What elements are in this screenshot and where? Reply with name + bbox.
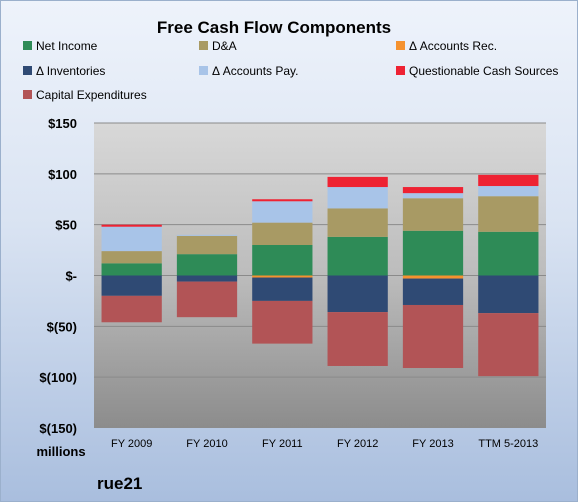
legend-label-capital-expenditures: Capital Expenditures <box>36 88 147 102</box>
legend-label-questionable-cash-sources: Questionable Cash Sources <box>409 64 558 78</box>
bar-segment-delta-inventories <box>402 278 464 305</box>
y-tick-label: $- <box>65 269 77 284</box>
bar-segment-questionable-cash-sources <box>327 176 388 188</box>
bar-segment-danda <box>101 251 162 264</box>
x-tick-label: TTM 5-2013 <box>478 438 538 450</box>
bar-segment-delta-accounts-pay <box>101 226 162 252</box>
bar-segment-questionable-cash-sources <box>402 187 464 194</box>
legend: Net Income D&A Δ Accounts Rec. Δ Inventorie… <box>23 39 558 102</box>
bar-segment-delta-accounts-pay <box>327 187 388 209</box>
bar-segment-delta-accounts-rec <box>252 275 313 278</box>
bar-segment-capital-expenditures <box>176 281 238 318</box>
x-axis: FY 2009 FY 2010 FY 2011 FY 2012 FY 2013 TTM 5… <box>111 438 538 450</box>
bar-segment-delta-accounts-pay <box>478 186 539 197</box>
bar-segment-delta-accounts-rec <box>402 275 464 279</box>
y-tick-label: $(50) <box>47 319 77 334</box>
y-axis: $150 $100 $50 $- $(50) $(100) $(150) <box>39 116 77 436</box>
y-tick-label: $150 <box>48 116 77 131</box>
bars <box>101 174 539 377</box>
legend-swatch-delta-accounts-rec <box>396 41 405 50</box>
y-tick-label: $(150) <box>39 421 77 436</box>
chart-title: Free Cash Flow Components <box>157 18 391 37</box>
x-tick-label: FY 2009 <box>111 438 152 450</box>
bar-segment-danda <box>252 222 313 245</box>
y-tick-label: $50 <box>55 218 77 233</box>
bar-segment-capital-expenditures <box>252 300 313 344</box>
bar-segment-delta-accounts-pay <box>176 234 238 236</box>
legend-label-delta-inventories: Δ Inventories <box>36 64 105 78</box>
bar-segment-danda <box>176 235 238 255</box>
legend-label-net-income: Net Income <box>36 39 98 53</box>
bar-segment-delta-inventories <box>478 275 539 314</box>
brand-label: rue21 <box>97 474 142 493</box>
x-tick-label: FY 2013 <box>412 438 453 450</box>
bar-segment-net-income <box>402 230 464 276</box>
x-tick-label: FY 2011 <box>262 438 303 450</box>
legend-swatch-net-income <box>23 41 32 50</box>
bar-segment-net-income <box>252 245 313 276</box>
bar-segment-questionable-cash-sources <box>478 174 539 187</box>
legend-swatch-capital-expenditures <box>23 90 32 99</box>
bar-segment-capital-expenditures <box>402 304 464 369</box>
legend-swatch-danda <box>199 41 208 50</box>
y-tick-label: $100 <box>48 167 77 182</box>
legend-swatch-delta-inventories <box>23 66 32 75</box>
gridlines <box>94 122 546 378</box>
y-tick-label: $(100) <box>39 370 77 385</box>
bar-segment-danda <box>478 196 539 232</box>
bar-segment-capital-expenditures <box>101 295 162 323</box>
units-label: millions <box>36 444 85 459</box>
bar-segment-danda <box>402 198 464 231</box>
bar-segment-capital-expenditures <box>327 312 388 366</box>
legend-swatch-delta-accounts-pay <box>199 66 208 75</box>
bar-segment-delta-inventories <box>176 275 238 282</box>
legend-label-delta-accounts-pay: Δ Accounts Pay. <box>212 64 299 78</box>
bar-segment-delta-inventories <box>327 275 388 313</box>
bar-segment-delta-accounts-pay <box>402 193 464 199</box>
legend-swatch-questionable-cash-sources <box>396 66 405 75</box>
bar-segment-questionable-cash-sources <box>252 199 313 202</box>
bar-segment-net-income <box>101 263 162 276</box>
bar-segment-capital-expenditures <box>478 313 539 377</box>
legend-label-delta-accounts-rec: Δ Accounts Rec. <box>409 39 497 53</box>
bar-segment-delta-inventories <box>252 277 313 301</box>
bar-segment-net-income <box>176 254 238 276</box>
bar-segment-delta-inventories <box>101 275 162 296</box>
bar-segment-net-income <box>327 236 388 276</box>
bar-segment-questionable-cash-sources <box>101 224 162 227</box>
bar-segment-net-income <box>478 231 539 276</box>
x-tick-label: FY 2012 <box>337 438 378 450</box>
legend-label-danda: D&A <box>212 39 237 53</box>
bar-segment-danda <box>327 208 388 237</box>
bar-segment-delta-accounts-pay <box>252 201 313 223</box>
x-tick-label: FY 2010 <box>186 438 227 450</box>
